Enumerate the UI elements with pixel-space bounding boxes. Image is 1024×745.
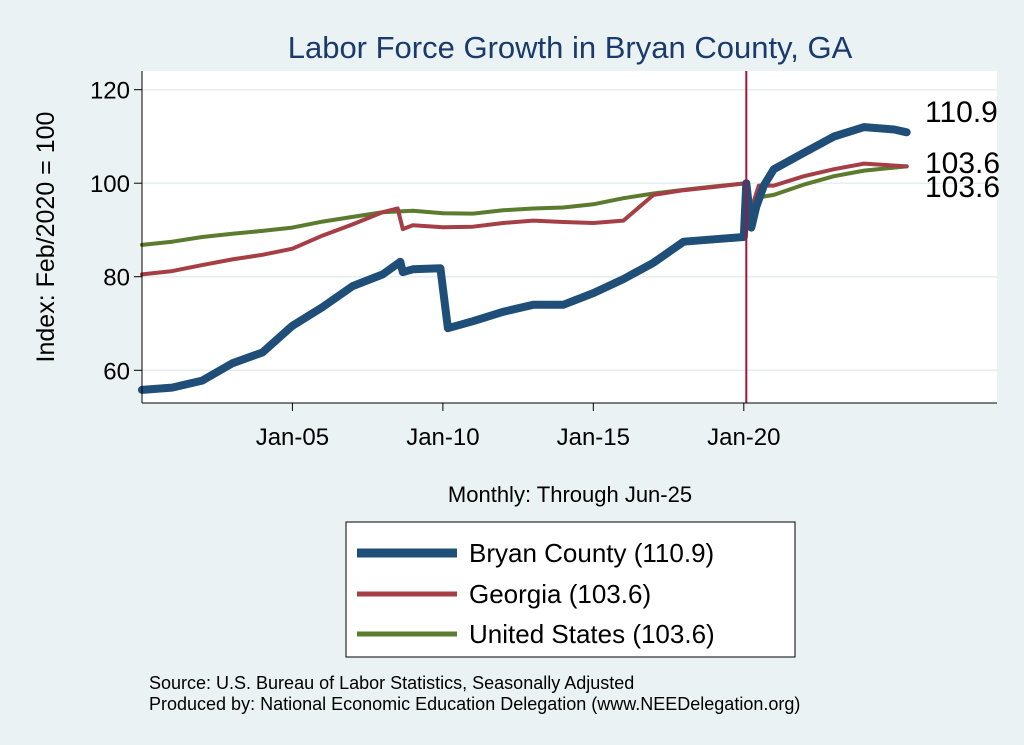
y-axis-ticks: 60 80 100 120 bbox=[90, 78, 142, 385]
series-layer bbox=[138, 123, 911, 394]
y-tick-label-60: 60 bbox=[103, 358, 130, 385]
y-tick-label-100: 100 bbox=[90, 171, 130, 198]
series-line-0 bbox=[138, 123, 911, 394]
end-label-0: 110.9 bbox=[925, 96, 998, 129]
series-line-2 bbox=[140, 164, 909, 247]
chart-title: Labor Force Growth in Bryan County, GA bbox=[288, 30, 853, 65]
y-tick-label-80: 80 bbox=[103, 265, 130, 292]
end-label-2: 103.6 bbox=[925, 171, 1000, 204]
end-label-1: 103.6 bbox=[925, 147, 1000, 180]
x-axis-title: Monthly: Through Jun-25 bbox=[448, 482, 692, 507]
x-tick-label-Jan-05: Jan-05 bbox=[256, 424, 329, 451]
y-tick-label-120: 120 bbox=[90, 78, 130, 105]
plot-area bbox=[142, 71, 997, 403]
legend-label-2: United States (103.6) bbox=[469, 619, 715, 649]
legend: Bryan County (110.9) Georgia (103.6) Unite… bbox=[357, 538, 715, 649]
source-note: Source: U.S. Bureau of Labor Statistics,… bbox=[149, 673, 634, 693]
x-tick-label-Jan-10: Jan-10 bbox=[406, 424, 479, 451]
y-axis-title: Index: Feb/2020 = 100 bbox=[32, 112, 60, 363]
producer-note: Produced by: National Economic Education… bbox=[149, 694, 800, 714]
x-tick-label-Jan-20: Jan-20 bbox=[707, 424, 780, 451]
legend-label-1: Georgia (103.6) bbox=[469, 579, 651, 609]
x-tick-label-Jan-15: Jan-15 bbox=[557, 424, 630, 451]
legend-label-0: Bryan County (110.9) bbox=[469, 538, 714, 568]
x-axis-ticks: Jan-05 Jan-10 Jan-15 Jan-20 bbox=[256, 403, 780, 451]
gridlines bbox=[142, 88, 997, 372]
